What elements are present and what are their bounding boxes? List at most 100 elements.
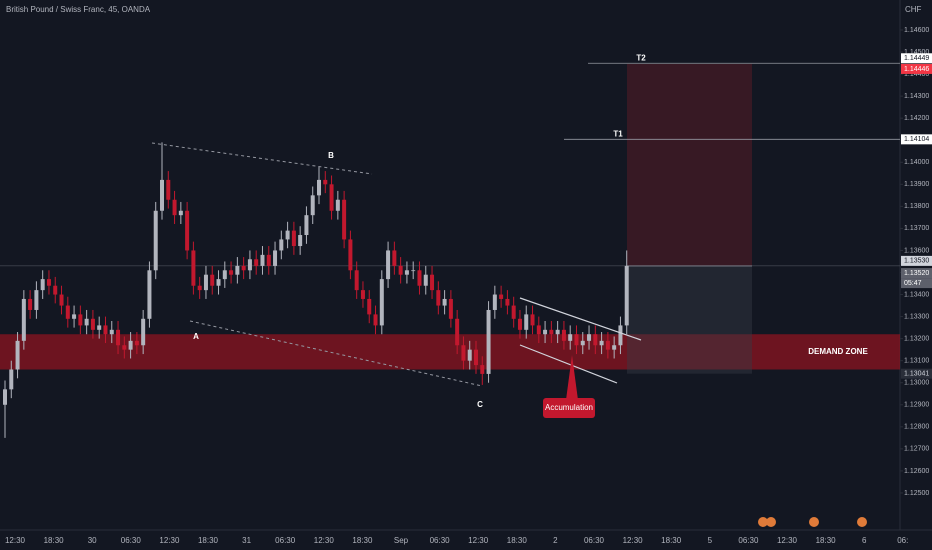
- event-icon[interactable]: [857, 517, 867, 527]
- candle-body: [360, 290, 365, 299]
- axis-tag: [901, 368, 932, 379]
- candle-body: [530, 314, 535, 326]
- callout-pointer: [566, 355, 578, 400]
- candle-body: [273, 250, 278, 266]
- candle-body: [411, 270, 416, 272]
- y-tick-label: 1.14600: [904, 27, 929, 34]
- x-tick-label: 12:30: [468, 536, 489, 545]
- event-icon[interactable]: [809, 517, 819, 527]
- x-tick-label: 12:30: [159, 536, 180, 545]
- event-icon[interactable]: [766, 517, 776, 527]
- candle-body: [524, 314, 529, 330]
- candle-body: [197, 285, 202, 291]
- y-tick-label: 1.14400: [904, 71, 929, 78]
- annotation: A: [193, 332, 199, 341]
- y-tick-label: 1.13900: [904, 181, 929, 188]
- candle-body: [549, 329, 554, 335]
- candle-body: [65, 305, 70, 319]
- candle-body: [587, 334, 592, 341]
- y-tick-label: 1.13100: [904, 358, 929, 365]
- candle-body: [210, 274, 215, 286]
- x-tick-label: 5: [708, 536, 713, 545]
- candle-body: [511, 305, 516, 319]
- y-tick-label: 1.13300: [904, 313, 929, 320]
- candle-body: [624, 265, 629, 326]
- countdown: 05:47: [904, 280, 922, 287]
- x-tick-label: 18:30: [661, 536, 682, 545]
- candle-body: [348, 239, 353, 271]
- candle-body: [46, 279, 51, 286]
- axis-tag: [901, 134, 932, 145]
- candle-body: [141, 318, 146, 346]
- x-tick-label: 31: [242, 536, 251, 545]
- axis-tag: [901, 255, 932, 266]
- y-tick-label: 1.13400: [904, 291, 929, 298]
- candle-body: [103, 325, 108, 335]
- candle-body: [134, 340, 139, 346]
- x-tick-label: 18:30: [198, 536, 219, 545]
- currency: CHF: [905, 5, 922, 14]
- candle-body: [235, 265, 240, 275]
- candle-body: [128, 340, 133, 350]
- candle-body: [373, 314, 378, 326]
- candle-body: [260, 254, 265, 266]
- candle-body: [34, 290, 39, 310]
- y-tick-label: 1.12900: [904, 402, 929, 409]
- candle-body: [417, 270, 422, 286]
- y-tick-label: 1.14500: [904, 49, 929, 56]
- demand-zone-label: DEMAND ZONE: [808, 347, 868, 356]
- y-tick-label: 1.13000: [904, 380, 929, 387]
- y-tick-label: 1.13600: [904, 247, 929, 254]
- candle-body: [335, 199, 340, 211]
- candle-body: [166, 179, 171, 200]
- candle-body: [442, 298, 447, 306]
- candle-body: [21, 298, 26, 341]
- candle-body: [298, 235, 303, 247]
- y-tick-label: 1.13700: [904, 225, 929, 232]
- candle-body: [191, 250, 196, 286]
- candle-body: [555, 329, 560, 335]
- event-icon[interactable]: [758, 517, 768, 527]
- candle-body: [97, 325, 102, 330]
- candle-body: [9, 369, 14, 390]
- plot-area: [0, 62, 900, 438]
- candle-body: [455, 318, 460, 346]
- candle-body: [185, 210, 190, 251]
- callout-box: [543, 398, 595, 418]
- candle-body: [486, 309, 491, 374]
- candle-body: [279, 239, 284, 251]
- candle-body: [618, 325, 623, 346]
- candle-body: [398, 265, 403, 275]
- candle-body: [379, 279, 384, 326]
- candle-body: [329, 184, 334, 211]
- annotation: C: [477, 400, 483, 409]
- candle-body: [172, 199, 177, 216]
- candle-body: [430, 274, 435, 291]
- candle-body: [392, 250, 397, 266]
- candle-body: [448, 298, 453, 319]
- x-tick-label: Sep: [394, 536, 409, 545]
- axis-tag: [901, 63, 932, 74]
- stop-box: [627, 265, 752, 374]
- x-tick-label: 06:: [897, 536, 908, 545]
- candle-body: [109, 329, 114, 335]
- candle-body: [436, 290, 441, 306]
- candle-body: [342, 199, 347, 240]
- trendline: [189, 320, 483, 387]
- candle-body: [367, 298, 372, 315]
- candle-body: [40, 279, 45, 291]
- y-tick-label: 1.14200: [904, 115, 929, 122]
- candle-body: [216, 279, 221, 286]
- candle-body: [612, 345, 617, 350]
- candle-body: [423, 274, 428, 286]
- x-tick-label: 30: [88, 536, 97, 545]
- candle-body: [266, 254, 271, 266]
- countdown-tag: [901, 278, 932, 289]
- candle-body: [580, 340, 585, 346]
- x-tick-label: 12:30: [623, 536, 644, 545]
- axis-tag: [901, 268, 932, 279]
- candle-body: [517, 318, 522, 330]
- candle-body: [474, 349, 478, 366]
- candle-body: [3, 389, 7, 405]
